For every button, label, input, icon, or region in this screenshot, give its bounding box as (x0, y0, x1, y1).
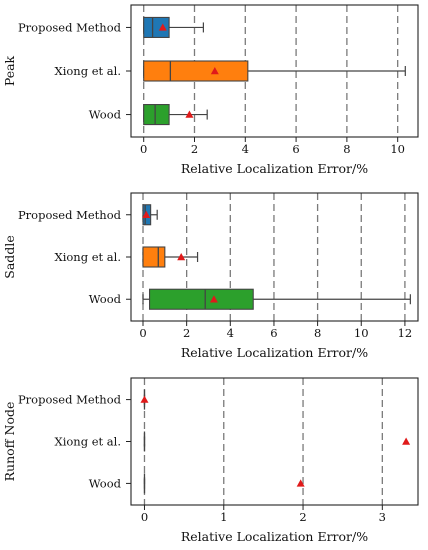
x-tick-label: 3 (379, 510, 386, 524)
x-tick-label: 8 (343, 142, 350, 156)
x-axis-title: Relative Localization Error/% (181, 345, 368, 360)
box-proposed-method (140, 389, 149, 410)
panel-title: Runoff Node (2, 402, 17, 482)
box-xiong-et-al (143, 431, 411, 452)
x-tick-label: 4 (227, 326, 234, 340)
plot-frame (130, 377, 419, 506)
mean-marker (209, 295, 218, 303)
box-proposed-method (142, 204, 158, 226)
x-tick-label: 10 (390, 142, 405, 156)
x-tick-label: 0 (139, 326, 146, 340)
mean-marker (402, 437, 411, 445)
mean-marker (158, 23, 167, 31)
box-xiong-et-al (142, 246, 199, 268)
plot-frame (130, 4, 419, 138)
x-tick-label: 10 (354, 326, 369, 340)
iqr-box (143, 60, 249, 82)
x-tick-label: 6 (292, 142, 299, 156)
mean-marker (296, 479, 305, 487)
iqr-box (143, 104, 170, 126)
iqr-box (143, 16, 170, 38)
iqr-box (149, 288, 254, 310)
mean-marker (177, 253, 186, 261)
box-wood (143, 473, 305, 494)
mean-marker (142, 210, 151, 218)
x-tick-label: 0 (141, 510, 148, 524)
category-label: Xiong et al. (55, 64, 121, 78)
x-axis-title: Relative Localization Error/% (181, 161, 368, 176)
x-tick-label: 4 (242, 142, 249, 156)
x-tick-label: 2 (183, 326, 190, 340)
panel-title: Saddle (2, 235, 17, 278)
category-label: Proposed Method (18, 208, 122, 222)
panel-title: Peak (2, 55, 17, 86)
x-tick-label: 8 (314, 326, 321, 340)
x-axis-title: Relative Localization Error/% (181, 529, 368, 544)
category-label: Wood (89, 476, 122, 490)
category-label: Wood (89, 108, 122, 122)
category-label: Xiong et al. (55, 435, 121, 449)
mean-marker (210, 67, 219, 75)
panel-runoff-node: Proposed Method Xiong et al. Wood 0 1 2 3 Relat… (2, 377, 419, 544)
x-tick-label: 6 (270, 326, 277, 340)
box-wood (142, 288, 411, 310)
category-label: Xiong et al. (55, 250, 121, 264)
panel-saddle: Proposed Method Xiong et al. Wood 0 2 4 6 8 10 12… (2, 192, 419, 360)
box-proposed-method (143, 16, 204, 38)
panel-peak: Proposed Method Xiong et al. Wood 0 2 4 6 8 10 Re… (2, 4, 419, 176)
iqr-box (142, 246, 166, 268)
plot-frame (130, 192, 419, 322)
category-label: Proposed Method (18, 393, 122, 407)
box-wood (143, 104, 208, 126)
x-tick-label: 2 (299, 510, 306, 524)
x-tick-label: 0 (140, 142, 147, 156)
mean-marker (185, 110, 194, 118)
mean-marker (140, 395, 149, 403)
x-tick-label: 12 (398, 326, 413, 340)
x-tick-label: 2 (191, 142, 198, 156)
category-label: Wood (89, 292, 122, 306)
x-tick-label: 1 (220, 510, 227, 524)
box-xiong-et-al (143, 60, 406, 82)
category-label: Proposed Method (18, 20, 122, 34)
